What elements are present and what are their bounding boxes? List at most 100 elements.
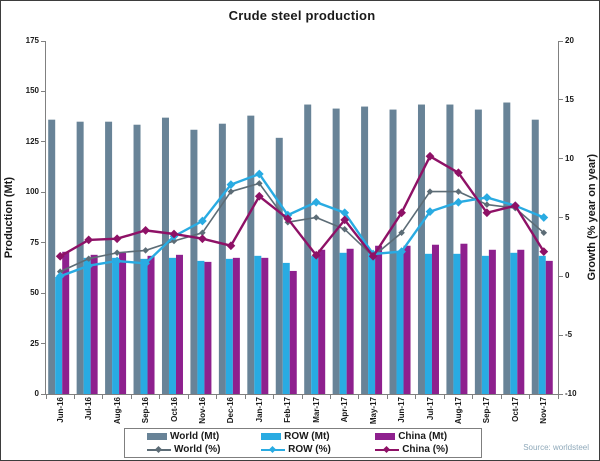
legend-label: ROW (%) — [288, 444, 331, 455]
marker-row- — [340, 208, 350, 218]
x-axis-tick — [102, 395, 104, 399]
left-axis-tick — [41, 40, 45, 42]
legend-swatch-line — [261, 445, 286, 454]
x-axis-tick — [386, 395, 388, 399]
line-world- — [59, 182, 545, 273]
x-axis-label: Apr-17 — [339, 397, 351, 431]
left-axis-tick-label: 175 — [25, 36, 39, 45]
right-axis-tick-label: -10 — [565, 389, 577, 398]
x-axis-label: Jul-16 — [83, 397, 95, 431]
marker-china- — [141, 226, 150, 235]
x-axis-label-text: Dec-16 — [226, 397, 236, 424]
legend-item-china-: China (%) — [357, 444, 477, 455]
bar-row-mt- — [311, 255, 319, 394]
x-axis-label-text: Jun-17 — [397, 397, 407, 423]
marker-world- — [426, 188, 434, 195]
legend-label: World (%) — [174, 444, 221, 455]
x-axis-tick — [301, 395, 303, 399]
bar-world-mt- — [190, 129, 198, 394]
bar-china-mt- — [431, 244, 439, 394]
marker-world- — [142, 247, 149, 254]
marker-china- — [510, 201, 520, 211]
marker-china- — [340, 215, 350, 225]
bar-row-mt- — [112, 257, 120, 394]
marker-world- — [398, 229, 405, 237]
chart-title: Crude steel production — [228, 8, 376, 23]
left-axis-tick — [41, 393, 45, 395]
right-axis-title: Growth (% year on year) — [586, 154, 598, 281]
x-axis-tick — [443, 395, 445, 399]
bar-world-mt- — [304, 104, 312, 394]
marker-china- — [311, 250, 321, 260]
left-axis-tick — [41, 90, 45, 92]
left-axis-tick-label: 0 — [34, 389, 39, 398]
right-axis-tick — [559, 334, 563, 336]
x-axis-label-text: Oct-17 — [510, 397, 520, 422]
bar-row-mt- — [168, 257, 176, 394]
bar-world-mt- — [474, 109, 482, 394]
bar-china-mt- — [62, 251, 70, 394]
marker-world- — [540, 229, 548, 237]
marker-row- — [539, 213, 549, 222]
right-axis-tick — [559, 275, 563, 277]
left-axis-tick-label: 75 — [30, 237, 39, 247]
bar-world-mt- — [275, 137, 283, 394]
legend-swatch-line — [147, 445, 171, 454]
source-note: Source: worldsteel — [523, 443, 589, 452]
right-axis-line — [558, 41, 559, 395]
x-axis-tick — [557, 395, 559, 399]
marker-china- — [84, 235, 94, 245]
left-axis-tick — [41, 292, 45, 294]
line-china- — [59, 154, 545, 259]
bar-world-mt- — [332, 108, 340, 394]
marker-world- — [56, 268, 64, 275]
bar-china-mt- — [318, 249, 326, 394]
line-row- — [59, 172, 545, 278]
x-axis-label-text: Mar-17 — [311, 397, 321, 423]
marker-world- — [341, 226, 348, 233]
marker-row- — [425, 207, 435, 216]
bar-china-mt- — [204, 261, 212, 394]
bar-world-mt- — [105, 121, 113, 394]
x-axis-label: Sep-16 — [140, 397, 152, 431]
marker-china- — [425, 151, 435, 161]
left-axis-tick-label: 150 — [25, 86, 39, 96]
right-axis-tick-label: -5 — [565, 330, 573, 340]
legend-swatch-bar — [375, 433, 396, 440]
right-axis-tick-label: 15 — [565, 94, 574, 104]
bar-world-mt- — [417, 104, 425, 394]
marker-world- — [256, 180, 263, 187]
bar-row-mt- — [396, 251, 404, 394]
bar-china-mt- — [232, 257, 240, 394]
left-axis-tick — [41, 191, 45, 193]
x-axis-tick — [244, 395, 246, 399]
legend-item-world-mt-: World (Mt) — [129, 431, 243, 442]
marker-world- — [312, 214, 320, 221]
legend-label: World (Mt) — [170, 431, 220, 442]
x-axis-label: Feb-17 — [282, 397, 294, 431]
marker-china- — [254, 191, 264, 201]
marker-china- — [454, 168, 463, 178]
legend-item-row-mt-: ROW (Mt) — [243, 431, 357, 442]
left-axis-tick — [41, 141, 45, 143]
x-axis-tick — [358, 395, 360, 399]
x-axis-label: Sep-17 — [481, 397, 493, 431]
marker-world- — [455, 188, 462, 195]
x-axis-label-text: Sep-17 — [482, 397, 492, 424]
legend-label: ROW (Mt) — [284, 431, 330, 442]
bar-world-mt- — [133, 124, 141, 395]
x-axis-label: Aug-16 — [111, 397, 123, 431]
right-axis-tick — [559, 99, 563, 101]
legend-item-row-: ROW (%) — [243, 444, 357, 455]
marker-world- — [113, 249, 121, 257]
right-axis-tick — [559, 217, 563, 218]
left-axis-line — [45, 41, 46, 395]
bar-world-mt- — [446, 104, 454, 394]
marker-china- — [482, 208, 492, 218]
bar-china-mt- — [545, 260, 553, 394]
bar-row-mt- — [453, 253, 461, 394]
x-axis-label-text: Aug-16 — [112, 397, 122, 425]
bar-row-mt- — [254, 255, 262, 394]
bar-china-mt- — [175, 254, 183, 394]
bar-world-mt- — [247, 115, 255, 394]
